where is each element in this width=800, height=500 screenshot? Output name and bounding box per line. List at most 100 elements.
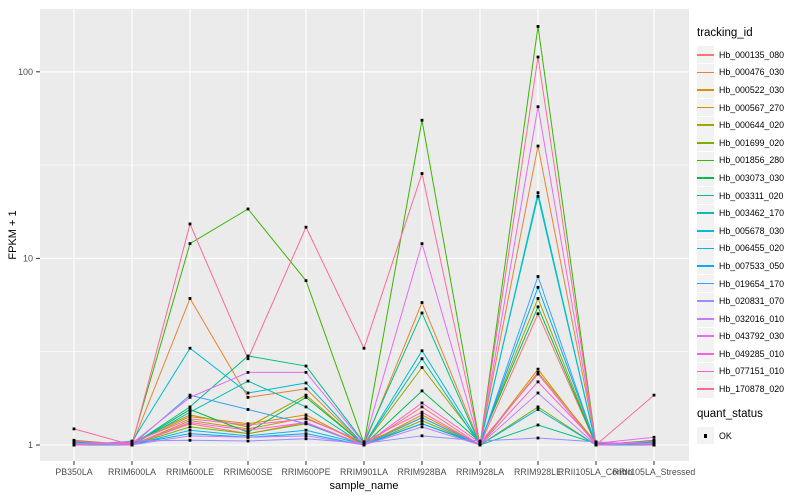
legend-item: Hb_043792_030 [697,327,799,346]
data-point [246,379,250,383]
legend-key-swatch [697,204,714,222]
legend-item: Hb_170878_020 [697,380,799,398]
data-point [246,428,250,432]
data-point [246,425,250,429]
legend-item: Hb_020831_070 [697,292,799,310]
legend-item-label: Hb_019654_170 [719,278,785,289]
data-point [304,225,308,229]
data-point [536,25,540,28]
data-point [246,354,250,358]
data-point [188,413,192,417]
data-point [304,279,308,283]
data-point [478,439,482,443]
x-tick-label: RRIM928BA [398,467,447,477]
data-point [72,427,76,431]
data-point [304,432,308,436]
data-point [652,443,656,447]
data-point [246,207,250,211]
legend-key-swatch [697,116,714,134]
data-point [478,441,482,445]
legend-key-swatch [697,380,714,398]
x-tick-label: RRIM600PE [282,467,331,477]
data-point [188,395,192,399]
data-point [536,312,540,316]
data-point [130,441,134,445]
data-point [420,301,424,304]
data-point [304,395,308,399]
data-point [304,421,308,424]
data-point [420,434,424,438]
legend-item: Hb_077151_010 [697,362,799,381]
legend-key-swatch [697,362,714,380]
data-point [536,275,540,278]
legend-item: Hb_000135_080 [697,46,799,64]
legend-item: Hb_007533_050 [697,257,799,275]
legend-key-swatch [697,345,714,363]
data-point [420,118,424,122]
line-swatch-icon [697,141,714,144]
data-point [246,395,250,399]
x-tick-label: RRIM600LA [108,467,156,477]
legend-key-swatch [697,187,714,205]
x-tick-label: RRIM928LE [514,467,562,477]
legend-item: Hb_000567_270 [697,99,799,117]
data-point [420,357,424,361]
data-point [362,441,366,445]
line-swatch-icon [697,89,714,91]
legend-item-label: Hb_000567_270 [719,102,785,113]
x-axis-title: sample_name [329,480,399,492]
line-swatch-icon [697,317,714,320]
x-tick-label: RRIM928LA [456,467,504,477]
legend-key-swatch [697,46,714,64]
data-point [420,416,424,420]
legend-key-swatch [697,275,714,293]
data-point [72,443,76,447]
data-point [246,391,250,395]
data-point [72,439,76,443]
legend-key-swatch [697,151,714,169]
data-point [652,393,656,397]
line-swatch-icon [697,159,714,162]
data-point [188,417,192,421]
data-point [420,311,424,315]
data-point [304,434,308,438]
data-point [304,370,308,374]
line-swatch-icon [697,53,714,56]
legend-key-swatch [697,169,714,187]
legend-item-label: Hb_043792_030 [719,331,785,342]
legend-item: Hb_032016_010 [697,310,799,328]
legend-item-label: Hb_001699_020 [719,137,785,148]
data-point [420,413,424,417]
x-tick-label: RRIM901LA [340,467,388,477]
data-point [246,439,250,443]
line-swatch-icon [697,212,714,215]
legend-item-label: Hb_003073_030 [719,172,785,183]
data-point [420,401,424,405]
legend-item-label: Hb_006455_020 [719,243,785,254]
legend-key-swatch [697,257,714,275]
legend-item-label: Hb_170878_020 [719,384,785,395]
data-point [188,421,192,424]
data-point [652,441,656,445]
legend-key-swatch [697,99,714,117]
data-point [188,438,192,442]
x-tick-label: PB350LA [55,467,92,477]
legend-item: Hb_000476_030 [697,63,799,82]
data-point [246,357,250,361]
data-point [188,415,192,418]
data-point [130,443,134,447]
y-tick-label: 1 [28,440,33,450]
line-swatch-icon [697,177,714,179]
data-point [536,144,540,148]
data-point [304,417,308,421]
data-point [188,222,192,226]
data-point [420,425,424,429]
line-swatch-icon [697,335,714,338]
y-tick-label: 10 [23,253,33,263]
legend-item: Hb_006455_020 [697,239,799,258]
data-point [536,405,540,409]
data-point [536,367,540,371]
data-point [536,391,540,395]
data-point [304,437,308,441]
